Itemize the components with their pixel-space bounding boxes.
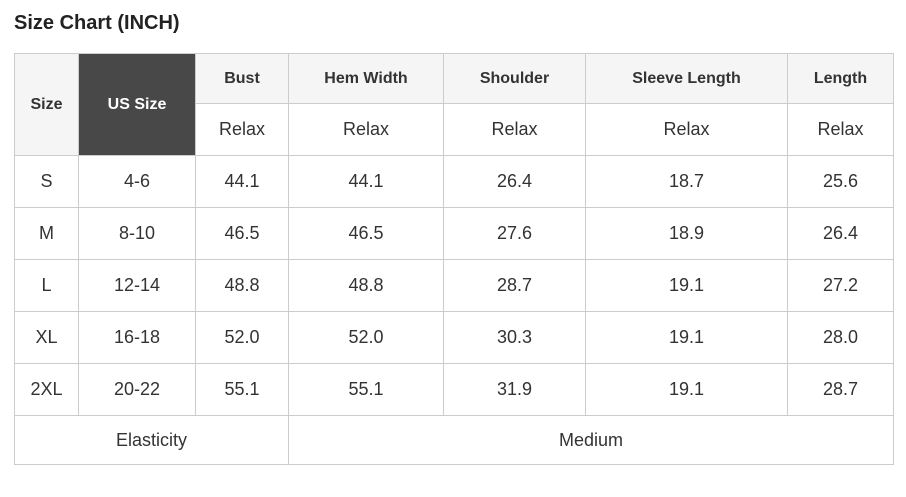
value-cell: 52.0 bbox=[288, 311, 444, 364]
col-header-shoulder: Shoulder bbox=[443, 53, 586, 104]
elasticity-label: Elasticity bbox=[14, 415, 289, 465]
value-cell: 31.9 bbox=[443, 363, 586, 416]
us-size-cell: 16-18 bbox=[78, 311, 196, 364]
value-cell: 26.4 bbox=[787, 207, 894, 260]
table-row-2xl: 2XL 20-22 55.1 55.1 31.9 19.1 28.7 bbox=[14, 363, 894, 416]
us-size-cell: 12-14 bbox=[78, 259, 196, 312]
table-row-m: M 8-10 46.5 46.5 27.6 18.9 26.4 bbox=[14, 207, 894, 260]
value-cell: 48.8 bbox=[288, 259, 444, 312]
value-cell: 26.4 bbox=[443, 155, 586, 208]
value-cell: 27.6 bbox=[443, 207, 586, 260]
us-size-cell: 20-22 bbox=[78, 363, 196, 416]
col-header-us-size: US Size bbox=[78, 53, 196, 156]
col-header-size: Size bbox=[14, 53, 79, 156]
value-cell: 46.5 bbox=[195, 207, 289, 260]
value-cell: 19.1 bbox=[585, 363, 788, 416]
elasticity-row: Elasticity Medium bbox=[14, 415, 894, 465]
elasticity-value: Medium bbox=[288, 415, 894, 465]
table-row-xl: XL 16-18 52.0 52.0 30.3 19.1 28.0 bbox=[14, 311, 894, 364]
size-cell: L bbox=[14, 259, 79, 312]
size-cell: XL bbox=[14, 311, 79, 364]
value-cell: 28.7 bbox=[443, 259, 586, 312]
size-cell: S bbox=[14, 155, 79, 208]
value-cell: 44.1 bbox=[195, 155, 289, 208]
fit-cell-bust: Relax bbox=[195, 103, 289, 156]
value-cell: 25.6 bbox=[787, 155, 894, 208]
value-cell: 27.2 bbox=[787, 259, 894, 312]
size-cell: M bbox=[14, 207, 79, 260]
value-cell: 46.5 bbox=[288, 207, 444, 260]
value-cell: 48.8 bbox=[195, 259, 289, 312]
value-cell: 19.1 bbox=[585, 259, 788, 312]
col-header-hem-width: Hem Width bbox=[288, 53, 444, 104]
table-row-s: S 4-6 44.1 44.1 26.4 18.7 25.6 bbox=[14, 155, 894, 208]
us-size-cell: 4-6 bbox=[78, 155, 196, 208]
fit-cell-hem-width: Relax bbox=[288, 103, 444, 156]
value-cell: 55.1 bbox=[288, 363, 444, 416]
value-cell: 18.9 bbox=[585, 207, 788, 260]
value-cell: 28.0 bbox=[787, 311, 894, 364]
fit-cell-shoulder: Relax bbox=[443, 103, 586, 156]
fit-cell-length: Relax bbox=[787, 103, 894, 156]
page-title: Size Chart (INCH) bbox=[14, 12, 180, 34]
value-cell: 52.0 bbox=[195, 311, 289, 364]
value-cell: 30.3 bbox=[443, 311, 586, 364]
value-cell: 19.1 bbox=[585, 311, 788, 364]
col-header-bust: Bust bbox=[195, 53, 289, 104]
col-header-sleeve-length: Sleeve Length bbox=[585, 53, 788, 104]
size-chart-table: Size US Size Bust Hem Width Shoulder Sle… bbox=[14, 53, 894, 465]
fit-cell-sleeve-length: Relax bbox=[585, 103, 788, 156]
size-cell: 2XL bbox=[14, 363, 79, 416]
fit-row: Relax Relax Relax Relax Relax bbox=[15, 103, 894, 156]
col-header-length: Length bbox=[787, 53, 894, 104]
table-row-l: L 12-14 48.8 48.8 28.7 19.1 27.2 bbox=[14, 259, 894, 312]
value-cell: 18.7 bbox=[585, 155, 788, 208]
value-cell: 44.1 bbox=[288, 155, 444, 208]
header-row: Size US Size Bust Hem Width Shoulder Sle… bbox=[14, 53, 894, 156]
value-cell: 55.1 bbox=[195, 363, 289, 416]
value-cell: 28.7 bbox=[787, 363, 894, 416]
us-size-cell: 8-10 bbox=[78, 207, 196, 260]
